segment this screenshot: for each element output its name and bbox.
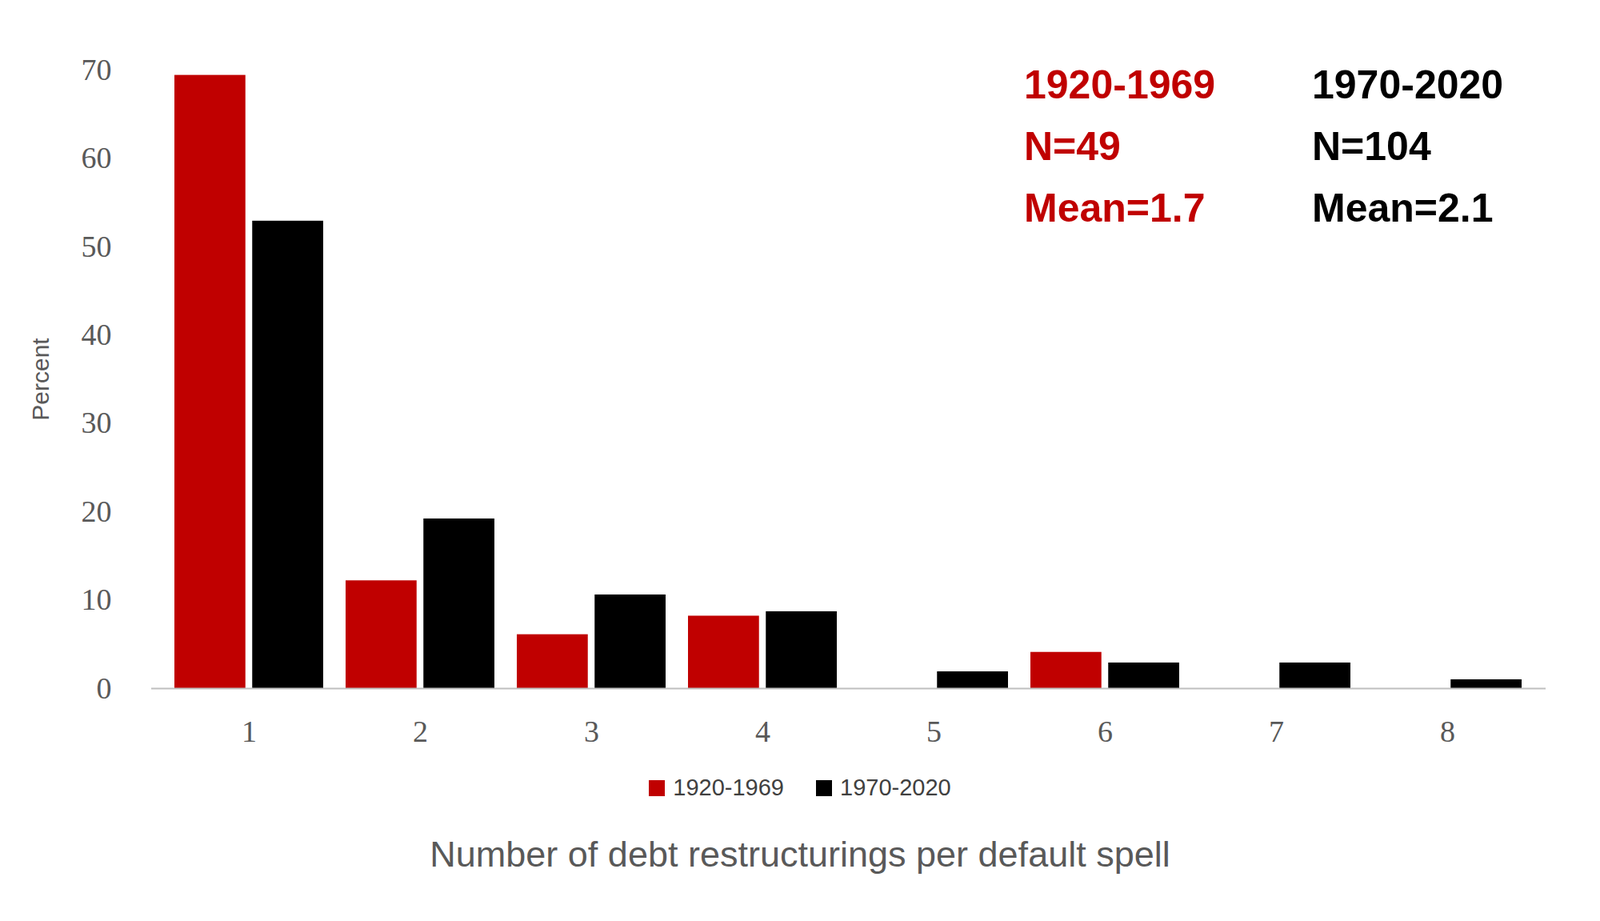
svg-text:60: 60 xyxy=(81,140,112,175)
html-text:Number of debt restructurings: Number of debt restructurings per defaul… xyxy=(429,833,1171,875)
html-text:Mean=2.1: Mean=2.1 xyxy=(1312,185,1494,231)
svg-text:30: 30 xyxy=(81,405,112,440)
svg-text:0: 0 xyxy=(96,671,112,705)
svg-text:2: 2 xyxy=(412,714,428,748)
svg-text:5: 5 xyxy=(926,714,942,748)
svg-text:6: 6 xyxy=(1097,714,1113,748)
svg-text:10: 10 xyxy=(81,582,112,616)
html-text:N=49: N=49 xyxy=(1024,124,1121,169)
html-text:1970-2020: 1970-2020 xyxy=(840,774,951,800)
html-text:Mean=1.7: Mean=1.7 xyxy=(1024,185,1206,231)
svg-text:Percent: Percent xyxy=(27,337,54,421)
svg-text:1: 1 xyxy=(241,714,257,748)
svg-text:40: 40 xyxy=(81,317,112,352)
svg-text:4: 4 xyxy=(755,714,771,748)
html-text:1920-1969: 1920-1969 xyxy=(673,774,784,800)
html-text:1920-1969: 1920-1969 xyxy=(1024,62,1216,108)
svg-text:8: 8 xyxy=(1440,714,1456,748)
svg-text:7: 7 xyxy=(1268,714,1284,748)
svg-text:20: 20 xyxy=(81,494,112,528)
html-text:N=104: N=104 xyxy=(1312,124,1431,169)
svg-text:3: 3 xyxy=(584,714,600,748)
html-text:1970-2020: 1970-2020 xyxy=(1312,62,1504,108)
svg-text:70: 70 xyxy=(81,52,112,87)
svg-text:50: 50 xyxy=(81,229,112,264)
